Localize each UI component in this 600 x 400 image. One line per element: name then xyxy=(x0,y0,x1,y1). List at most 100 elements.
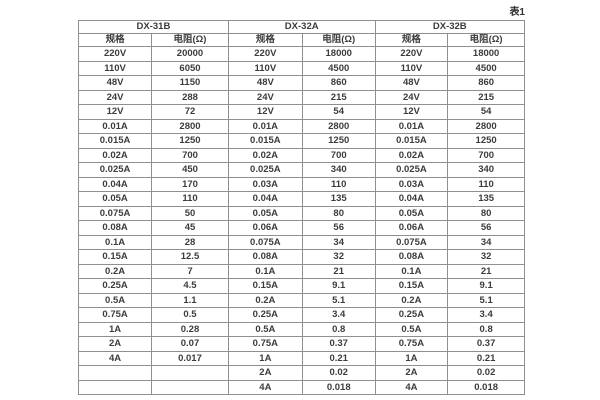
spec-cell: 4A xyxy=(374,379,449,395)
spec-cell: 0.01A xyxy=(374,118,449,134)
spec-cell: 48V xyxy=(374,75,449,91)
resistance-cell: 56 xyxy=(447,220,525,236)
spec-cell: 220V xyxy=(77,46,153,62)
resistance-cell: 5.1 xyxy=(447,292,525,308)
spec-cell: 0.15A xyxy=(227,278,303,294)
resistance-cell: 54 xyxy=(301,104,376,120)
resistance-cell: 34 xyxy=(301,234,376,250)
resistance-cell: 18000 xyxy=(301,46,376,62)
spec-cell: 0.25A xyxy=(374,307,449,323)
table-row: 0.01A 2800 0.01A 2800 0.01A 2800 xyxy=(77,118,525,134)
resistance-cell: 450 xyxy=(151,162,229,178)
resistance-cell: 2800 xyxy=(301,118,376,134)
resistance-cell: 0.5 xyxy=(151,307,229,323)
spec-cell xyxy=(77,379,153,395)
table-row: 0.05A 110 0.04A 135 0.04A 135 xyxy=(77,191,525,207)
spec-cell: 110V xyxy=(77,60,153,76)
resistance-cell: 288 xyxy=(151,89,229,105)
resistance-cell: 80 xyxy=(447,205,525,221)
table-row: 0.04A 170 0.03A 110 0.03A 110 xyxy=(77,176,525,192)
resistance-column-header: 电阻(Ω) xyxy=(447,33,525,47)
resistance-cell: 1.1 xyxy=(151,292,229,308)
resistance-cell: 3.4 xyxy=(301,307,376,323)
table-row: 0.25A 4.5 0.15A 9.1 0.15A 9.1 xyxy=(77,278,525,294)
table-row: 0.15A 12.5 0.08A 32 0.08A 32 xyxy=(77,249,525,265)
resistance-cell: 54 xyxy=(447,104,525,120)
resistance-cell: 0.018 xyxy=(447,379,525,395)
resistance-cell: 9.1 xyxy=(301,278,376,294)
resistance-cell: 135 xyxy=(301,191,376,207)
spec-cell: 110V xyxy=(374,60,449,76)
resistance-cell: 80 xyxy=(301,205,376,221)
spec-cell: 0.025A xyxy=(374,162,449,178)
spec-cell: 0.06A xyxy=(374,220,449,236)
spec-cell: 0.02A xyxy=(374,147,449,163)
table-row: 0.015A 1250 0.015A 1250 0.015A 1250 xyxy=(77,133,525,149)
spec-cell: 0.075A xyxy=(77,205,153,221)
spec-cell: 0.01A xyxy=(77,118,153,134)
resistance-cell: 110 xyxy=(447,176,525,192)
table-caption: 表1 xyxy=(509,7,525,18)
spec-cell: 48V xyxy=(77,75,153,91)
resistance-cell: 5.1 xyxy=(301,292,376,308)
spec-cell: 0.02A xyxy=(77,147,153,163)
table-row: 0.08A 45 0.06A 56 0.06A 56 xyxy=(77,220,525,236)
table-row: 1A 0.28 0.5A 0.8 0.5A 0.8 xyxy=(77,321,525,337)
resistance-cell xyxy=(151,365,229,381)
resistance-cell: 12.5 xyxy=(151,249,229,265)
column-header-row: 规格 电阻(Ω) 规格 电阻(Ω) 规格 电阻(Ω) xyxy=(77,33,525,47)
resistance-spec-table: DX-31B DX-32A DX-32B 规格 电阻(Ω) 规格 电阻(Ω) 规… xyxy=(77,20,526,395)
resistance-cell: 4.5 xyxy=(151,278,229,294)
spec-cell: 12V xyxy=(77,104,153,120)
spec-cell: 0.05A xyxy=(227,205,303,221)
spec-cell: 0.75A xyxy=(227,336,303,352)
resistance-cell: 340 xyxy=(301,162,376,178)
resistance-cell: 21 xyxy=(447,263,525,279)
resistance-cell: 6050 xyxy=(151,60,229,76)
spec-cell: 0.015A xyxy=(374,133,449,149)
resistance-cell: 0.8 xyxy=(301,321,376,337)
spec-cell: 0.02A xyxy=(227,147,303,163)
resistance-cell: 20000 xyxy=(151,46,229,62)
table-row: 110V 6050 110V 4500 110V 4500 xyxy=(77,60,525,76)
resistance-cell: 34 xyxy=(447,234,525,250)
spec-cell: 0.25A xyxy=(77,278,153,294)
spec-cell: 0.06A xyxy=(227,220,303,236)
spec-cell: 0.01A xyxy=(227,118,303,134)
resistance-cell: 1250 xyxy=(447,133,525,149)
resistance-cell: 0.07 xyxy=(151,336,229,352)
spec-cell: 0.08A xyxy=(77,220,153,236)
spec-cell: 24V xyxy=(77,89,153,105)
resistance-cell: 0.018 xyxy=(301,379,376,395)
spec-cell: 0.5A xyxy=(374,321,449,337)
resistance-cell: 0.37 xyxy=(301,336,376,352)
spec-cell: 0.15A xyxy=(374,278,449,294)
table-row: 0.1A 28 0.075A 34 0.075A 34 xyxy=(77,234,525,250)
spec-cell: 0.075A xyxy=(374,234,449,250)
spec-cell: 0.5A xyxy=(227,321,303,337)
spec-cell: 24V xyxy=(374,89,449,105)
spec-cell: 0.03A xyxy=(374,176,449,192)
resistance-cell: 110 xyxy=(301,176,376,192)
resistance-cell: 45 xyxy=(151,220,229,236)
resistance-cell: 2800 xyxy=(447,118,525,134)
table-row: 24V 288 24V 215 24V 215 xyxy=(77,89,525,105)
resistance-cell: 0.37 xyxy=(447,336,525,352)
spec-cell: 0.015A xyxy=(77,133,153,149)
resistance-cell: 18000 xyxy=(447,46,525,62)
table-row: 4A 0.017 1A 0.21 1A 0.21 xyxy=(77,350,525,366)
spec-cell: 4A xyxy=(77,350,153,366)
spec-cell: 2A xyxy=(374,365,449,381)
resistance-cell: 50 xyxy=(151,205,229,221)
spec-cell: 0.2A xyxy=(77,263,153,279)
spec-cell: 0.15A xyxy=(77,249,153,265)
spec-cell: 0.75A xyxy=(374,336,449,352)
spec-cell: 12V xyxy=(227,104,303,120)
resistance-cell: 700 xyxy=(151,147,229,163)
resistance-cell: 9.1 xyxy=(447,278,525,294)
resistance-cell: 1150 xyxy=(151,75,229,91)
spec-cell: 0.015A xyxy=(227,133,303,149)
spec-cell: 0.03A xyxy=(227,176,303,192)
resistance-cell: 1250 xyxy=(151,133,229,149)
spec-cell: 0.08A xyxy=(374,249,449,265)
